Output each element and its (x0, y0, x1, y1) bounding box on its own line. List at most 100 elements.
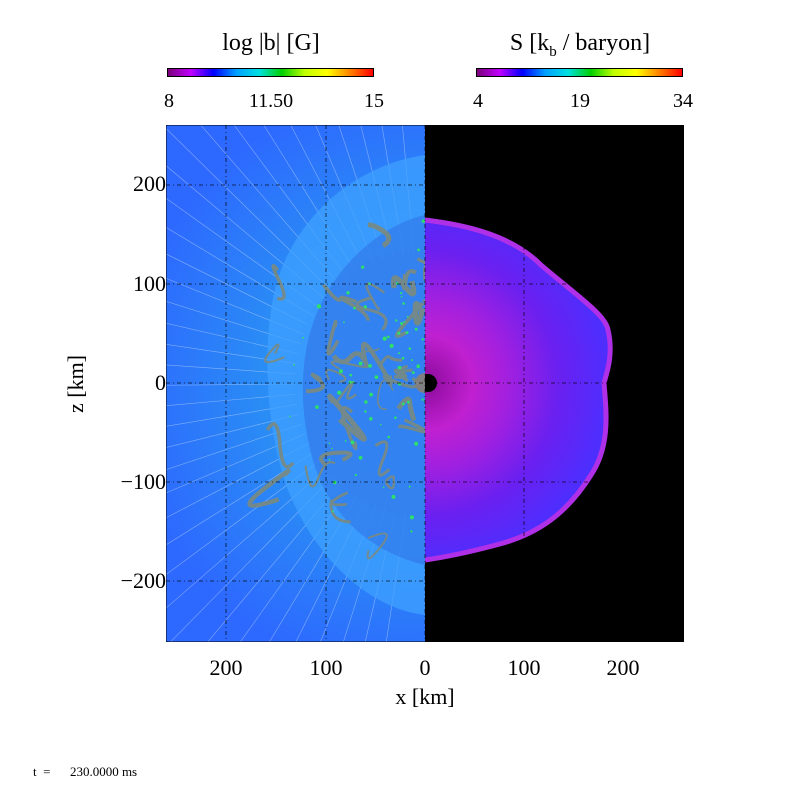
turbulent-structure (330, 360, 370, 370)
field-speck (421, 219, 425, 223)
field-speck (364, 400, 368, 404)
field-speck (328, 458, 331, 461)
field-line (166, 394, 296, 406)
field-speck (331, 510, 334, 513)
y-tick-neg200: −200 (120, 568, 166, 593)
field-line (166, 433, 306, 494)
field-speck (358, 455, 363, 460)
field-speck (338, 369, 343, 374)
turbulent-structure (271, 264, 286, 301)
turbulent-structure (339, 295, 370, 321)
colorbar-right-tick-mid: 19 (570, 90, 590, 112)
y-tick-200: 200 (133, 171, 166, 196)
field-line (166, 383, 296, 386)
colorbar-left-tick-min: 8 (164, 90, 174, 112)
field-speck (354, 473, 357, 477)
field-speck (411, 359, 414, 362)
field-speck (369, 392, 373, 397)
field-speck (379, 423, 382, 426)
y-tick-100: 100 (133, 271, 166, 296)
turbulent-structure (305, 372, 325, 394)
turbulent-structure (331, 351, 368, 365)
turbulent-structure (247, 468, 291, 508)
colorbar-right-title: S [kb / baryon] (509, 30, 651, 60)
field-speck (414, 327, 418, 331)
field-speck (332, 480, 337, 485)
field-speck (331, 447, 333, 450)
turbulent-structure (336, 380, 357, 402)
field-speck (293, 364, 295, 366)
turbulent-structure (327, 393, 367, 442)
field-speck (337, 390, 342, 395)
field-line (166, 301, 302, 345)
field-line (166, 468, 328, 609)
field-speck (405, 331, 409, 335)
turbulent-structure (340, 406, 358, 451)
turbulent-structure (330, 491, 349, 507)
field-speck (353, 306, 356, 310)
field-speck (387, 335, 390, 339)
field-speck (368, 282, 371, 285)
colorbar-right-tick-max: 34 (673, 90, 693, 112)
field-speck (400, 292, 403, 295)
field-speck (397, 365, 402, 370)
field-speck (316, 304, 322, 309)
field-speck (344, 440, 347, 442)
field-speck (421, 398, 424, 401)
field-speck (328, 442, 331, 445)
turbulent-structure (365, 282, 386, 311)
colorbar-right-tick-min: 4 (473, 90, 483, 112)
colorbar-right (476, 68, 683, 77)
left-panel-bfield (166, 125, 425, 642)
y-tick-neg100: −100 (120, 469, 166, 494)
y-axis-label: z [km] (63, 354, 88, 414)
turbulent-structure (265, 422, 295, 469)
y-tick-0: 0 (155, 370, 166, 395)
field-speck (398, 352, 401, 355)
turbulent-structure (412, 300, 425, 326)
field-speck (358, 361, 363, 366)
field-line (166, 451, 315, 546)
plot-area (166, 125, 684, 642)
field-speck (394, 416, 397, 420)
turbulent-structure (326, 319, 340, 356)
field-speck (417, 248, 420, 252)
field-speck (363, 305, 367, 309)
field-speck (387, 435, 390, 439)
field-speck (391, 494, 396, 499)
field-speck (364, 410, 367, 413)
field-speck (400, 322, 404, 325)
field-speck (369, 417, 373, 421)
field-line (166, 414, 299, 448)
field-line (166, 404, 297, 427)
turbulent-structure (319, 450, 353, 467)
right-panel-entropy (425, 125, 684, 642)
field-speck (414, 441, 419, 446)
field-line (166, 460, 321, 576)
field-speck (410, 530, 413, 533)
x-tick-left-100: 100 (309, 655, 343, 680)
field-speck (416, 364, 420, 368)
field-line (166, 322, 299, 355)
field-speck (401, 356, 405, 360)
field-speck (289, 415, 291, 418)
turbulent-structure (377, 379, 394, 411)
colorbar-left-tick-mid: 11.50 (248, 90, 294, 112)
field-line (166, 442, 310, 519)
field-speck (346, 291, 350, 295)
grid (166, 125, 684, 642)
field-line (166, 423, 302, 470)
field-speck (361, 265, 365, 269)
field-speck (411, 371, 415, 374)
turbulent-structure (374, 440, 391, 477)
turbulent-structure (378, 355, 403, 366)
field-speck (382, 486, 385, 489)
colorbar-left (167, 68, 374, 77)
field-speck (401, 402, 405, 406)
field-speck (315, 405, 319, 409)
turbulent-structure (325, 368, 347, 383)
field-speck (389, 343, 394, 348)
field-line (166, 278, 305, 335)
field-speck (368, 364, 372, 368)
field-line (166, 343, 297, 365)
